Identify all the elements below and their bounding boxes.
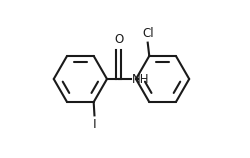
Text: I: I — [93, 118, 96, 131]
Text: NH: NH — [132, 73, 150, 86]
Text: Cl: Cl — [142, 27, 154, 40]
Text: O: O — [114, 33, 123, 46]
